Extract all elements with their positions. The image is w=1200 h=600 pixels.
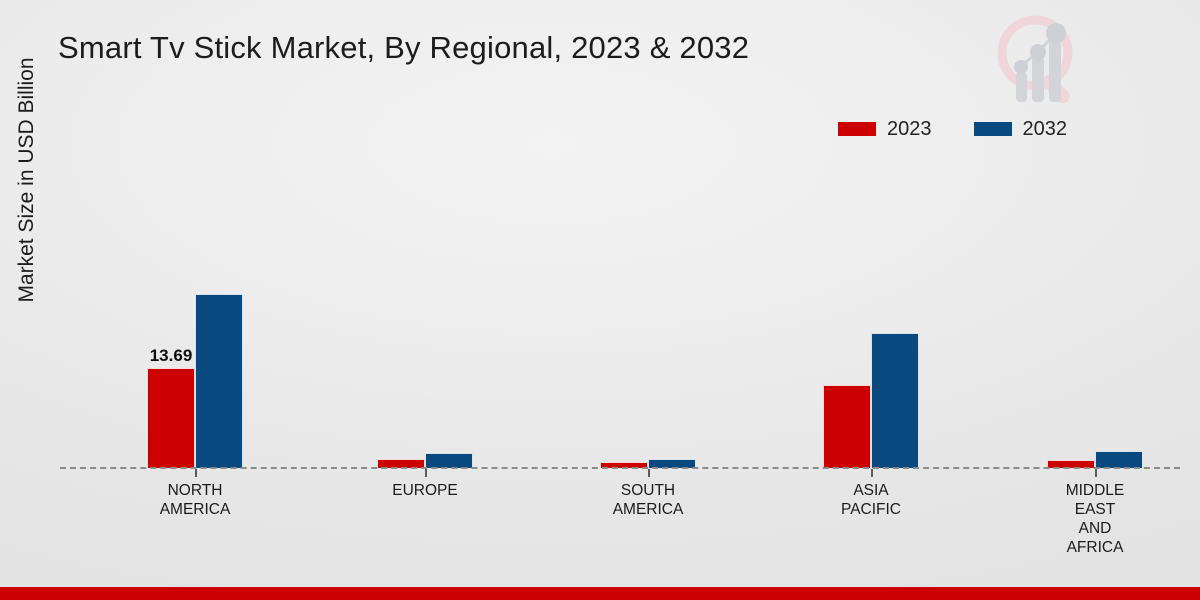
bar-group-north-america: 13.69 (100, 160, 290, 468)
bar-middle-east-and-africa-2023[interactable] (1047, 460, 1095, 468)
bar-middle-east-and-africa-2032[interactable] (1095, 451, 1143, 468)
bar-asia-pacific-2023[interactable] (823, 385, 871, 468)
x-tick-label-line: PACIFIC (841, 501, 901, 518)
x-tick-label-line: AFRICA (1066, 539, 1124, 556)
legend-item-2023[interactable]: 2023 (838, 119, 932, 139)
x-tick-label-europe: EUROPE (330, 481, 520, 500)
x-tick-label-line: AMERICA (159, 501, 231, 518)
x-tick-label-line: EUROPE (392, 482, 458, 499)
legend-label-2023: 2023 (887, 118, 932, 140)
x-axis-baseline (60, 467, 1180, 469)
x-tick-north-america (195, 469, 197, 477)
watermark-svg (997, 15, 1073, 104)
x-tick-south-america (648, 469, 650, 477)
bars-asia-pacific (776, 160, 966, 468)
legend-swatch-2023 (838, 122, 876, 136)
bar-north-america-2032[interactable] (195, 294, 243, 468)
chart-legend: 2023 2032 (838, 119, 1067, 139)
market-research-magnifier-logo-watermark (983, 8, 1093, 116)
bar-value-label-north-america-2023: 13.69 (149, 346, 193, 365)
y-axis-title: Market Size in USD Billion (15, 57, 38, 303)
bar-north-america-2023[interactable]: 13.69 (147, 346, 195, 468)
bar-europe-2032[interactable] (425, 453, 473, 468)
x-tick-label-line: SOUTH (620, 482, 676, 499)
bar-group-asia-pacific (776, 160, 966, 468)
bar-south-america-2032[interactable] (648, 459, 696, 468)
bars-europe (330, 160, 520, 468)
bar-group-middle-east-and-africa (1000, 160, 1190, 468)
bar-south-america-2023[interactable] (600, 462, 648, 468)
x-tick-label-line: AMERICA (612, 501, 684, 518)
legend-swatch-2032 (973, 122, 1012, 136)
x-tick-label-line: EAST (1074, 501, 1116, 518)
x-tick-label-south-america: SOUTH AMERICA (553, 481, 743, 519)
x-tick-asia-pacific (871, 469, 873, 477)
bars-middle-east-and-africa (1000, 160, 1190, 468)
x-tick-label-line: ASIA (853, 482, 889, 499)
bars-north-america: 13.69 (100, 160, 290, 468)
plot-area: 13.69 (60, 160, 1180, 468)
x-tick-label-asia-pacific: ASIA PACIFIC (776, 481, 966, 519)
bars-south-america (553, 160, 743, 468)
footer-accent-stripe (0, 587, 1200, 600)
x-tick-label-line: NORTH (167, 482, 223, 499)
x-tick-label-line: MIDDLE (1065, 482, 1125, 499)
chart-title: Smart Tv Stick Market, By Regional, 2023… (58, 30, 750, 65)
x-tick-label-north-america: NORTH AMERICA (100, 481, 290, 519)
bar-group-icon (1014, 23, 1066, 102)
x-tick-label-line: AND (1078, 520, 1112, 537)
bar-asia-pacific-2032[interactable] (871, 333, 919, 468)
x-tick-europe (425, 469, 427, 477)
bar-group-europe (330, 160, 520, 468)
x-tick-label-middle-east-and-africa: MIDDLE EAST AND AFRICA (1000, 481, 1190, 557)
x-tick-middle-east-and-africa (1095, 469, 1097, 477)
bar-europe-2023[interactable] (377, 459, 425, 468)
bar-group-south-america (553, 160, 743, 468)
legend-item-2032[interactable]: 2032 (973, 118, 1068, 140)
legend-label-2032: 2032 (1022, 118, 1068, 140)
